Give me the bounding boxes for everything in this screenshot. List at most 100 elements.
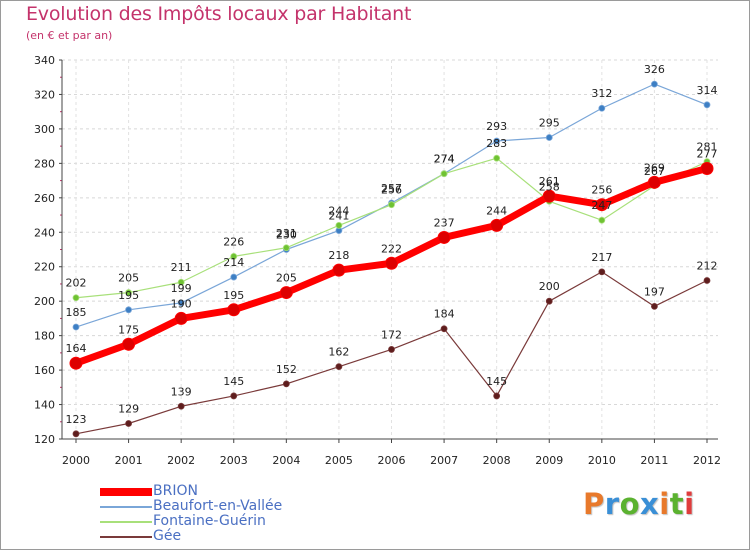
data-point [125,420,132,427]
x-tick-label: 2001 [115,454,143,467]
data-label: 145 [486,375,507,388]
data-label: 269 [644,161,665,174]
axes [59,59,718,443]
legend-label: BRION [153,483,198,499]
data-label: 205 [276,272,297,285]
data-label: 277 [697,148,718,161]
data-label: 293 [486,120,507,133]
data-point [651,80,658,88]
y-tick-labels: 120 140 160 180 200 220 240 260 280 300 320 340 [34,54,55,446]
data-label: 258 [539,180,560,193]
y-tick-label: 260 [34,192,55,205]
data-label: 244 [328,204,349,217]
data-point [440,170,448,178]
y-tick-label: 220 [34,261,55,274]
data-label: 145 [223,375,244,388]
data-label: 214 [223,256,244,269]
data-point [72,430,80,438]
data-point [490,218,504,232]
x-tick-label: 2011 [640,454,668,467]
data-labels: 123 129 139 145 152 162 172 184 145 200 217 197 212 1… [66,63,718,426]
data-label: 218 [328,249,349,262]
data-label: 237 [434,216,455,229]
y-tick-label: 160 [34,364,55,377]
logo-letter: i [684,487,695,521]
data-point [598,104,606,112]
data-label: 211 [171,261,192,274]
data-point [282,244,290,252]
data-label: 222 [381,242,402,255]
data-label: 195 [223,289,244,302]
data-label: 314 [697,84,718,97]
data-label: 295 [539,117,560,130]
y-tick-label: 280 [34,157,55,170]
y-tick-label: 140 [34,399,55,412]
data-label: 267 [644,165,665,178]
legend-label: Gée [153,528,182,544]
data-point [69,356,83,370]
data-point [647,175,661,189]
data-point [542,189,556,203]
data-point [388,201,395,209]
legend-swatch [100,536,152,538]
data-label: 274 [434,153,455,166]
data-label: 202 [66,277,87,290]
x-tick-label: 2003 [220,454,248,467]
legend-swatch [100,488,152,496]
data-label: 212 [697,260,718,273]
data-point [545,134,553,141]
data-point [335,221,343,229]
data-point [230,392,238,400]
x-tick-label: 2004 [272,454,300,467]
data-label: 256 [591,184,612,197]
data-label: 283 [486,137,507,150]
data-label: 185 [66,306,87,319]
data-label: 195 [118,289,139,302]
logo-letter: o [619,487,641,521]
data-label: 274 [434,153,455,166]
legend-swatch [100,506,152,508]
data-label: 199 [171,282,192,295]
data-point [177,299,185,307]
data-point [230,273,238,281]
data-point [177,402,185,410]
data-label: 256 [381,184,402,197]
data-label: 241 [328,210,349,223]
data-point [279,286,293,300]
y-tick-label: 120 [34,433,55,446]
data-label: 123 [66,413,87,426]
data-point [125,289,132,296]
data-label: 230 [276,229,297,242]
y-tick-label: 240 [34,226,55,239]
data-point [703,101,711,109]
data-point [230,252,238,260]
data-label: 129 [118,402,139,415]
data-point [227,303,241,317]
data-point [177,278,185,286]
data-label: 244 [486,204,507,217]
data-label: 261 [539,175,560,188]
legend-label: Fontaine-Guérin [153,513,266,529]
data-point [72,294,80,302]
legend-label: Beaufort-en-Vallée [153,498,283,514]
data-label: 152 [276,363,297,376]
data-label: 226 [223,235,244,248]
data-point [72,323,80,331]
data-label: 247 [591,199,612,212]
data-point [493,137,501,145]
data-point [174,311,188,325]
x-tick-label: 2006 [378,454,406,467]
data-point [651,302,658,310]
x-tick-label: 2009 [535,454,563,467]
data-label: 162 [328,346,349,359]
data-point [700,162,714,176]
data-label: 231 [276,227,297,240]
chart-subtitle: (en € et par an) [26,29,113,42]
logo-letter: r [604,487,620,521]
data-point [437,230,451,244]
y-tick-label: 340 [34,54,55,67]
data-point [545,297,553,305]
y-tick-label: 180 [34,330,55,343]
data-label: 205 [118,272,139,285]
data-label: 184 [434,308,455,321]
